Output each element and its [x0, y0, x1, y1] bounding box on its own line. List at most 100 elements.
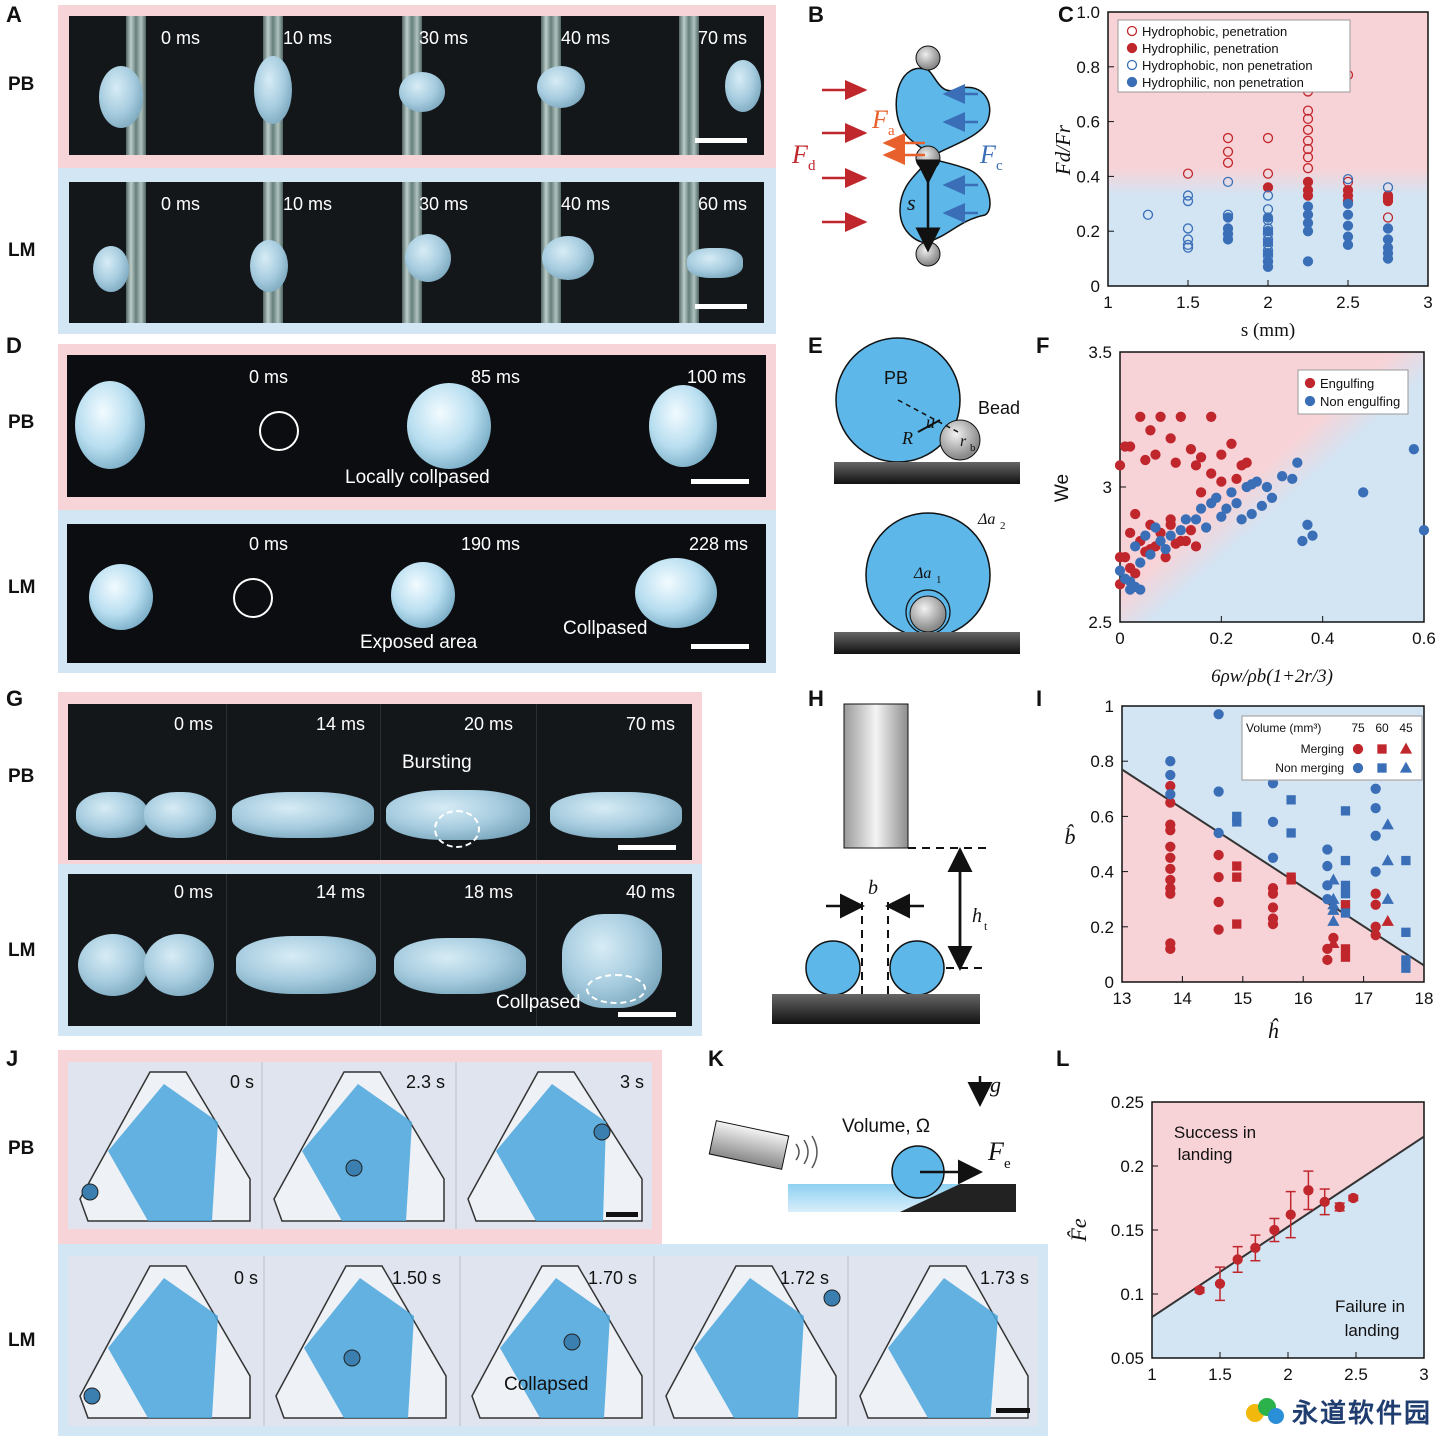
data-point [1222, 132, 1234, 144]
data-point [1182, 190, 1194, 201]
legend-label: Non engulfing [1320, 394, 1400, 409]
panel-letter-j: J [6, 1046, 19, 1071]
channel-frame [459, 1256, 643, 1426]
acoustic-emitter [708, 1120, 790, 1170]
data-point [1155, 411, 1166, 422]
y-tick-label: 0.4 [1076, 167, 1100, 186]
data-point [1262, 182, 1274, 193]
data-point [1182, 223, 1194, 234]
legend-volume: 60 [1375, 721, 1389, 735]
data-point [1302, 105, 1314, 116]
timestamp: 0 ms [161, 194, 201, 214]
droplet [550, 792, 682, 838]
data-point [1241, 457, 1252, 468]
droplet [254, 56, 292, 124]
legend-marker [1126, 59, 1138, 71]
data-point [1119, 552, 1131, 563]
droplet [725, 60, 761, 112]
data-point [1182, 242, 1194, 253]
timestamp: 2.3 s [406, 1072, 446, 1092]
droplet [563, 1333, 581, 1351]
data-point [1135, 557, 1146, 568]
panel-letter-k: K [708, 1046, 724, 1071]
timestamp: 70 ms [626, 714, 676, 734]
blue-liquid [496, 1084, 606, 1221]
data-point [1262, 190, 1274, 201]
channel-frame [455, 1062, 643, 1229]
data-point [1251, 476, 1262, 487]
droplet [394, 938, 526, 994]
data-point [1358, 487, 1369, 498]
data-point [1213, 849, 1224, 861]
droplet [391, 562, 455, 628]
post [126, 182, 146, 323]
legend: Engulfing Non engulfing [1297, 369, 1409, 415]
data-point [1267, 902, 1279, 913]
y-tick-label: 0.25 [1111, 1093, 1144, 1112]
data-point [1182, 234, 1194, 245]
data-point [1340, 952, 1351, 962]
data-point [1190, 460, 1202, 471]
data-point [1155, 535, 1166, 547]
row-label-a-pb: PB [8, 74, 35, 95]
legend-marker [1352, 743, 1364, 755]
annotation-failure: Failure in [1335, 1297, 1405, 1316]
data-point [1370, 929, 1381, 941]
channel-images [79, 1062, 643, 1229]
label-da1-sub: 1 [936, 574, 942, 586]
legend-marker [1304, 395, 1316, 407]
data-point [1165, 863, 1176, 874]
scale-bar [691, 644, 749, 649]
data-point [1262, 212, 1274, 223]
blue-liquid [108, 1278, 218, 1418]
y-tick-label: 0.4 [1090, 863, 1114, 882]
data-point [1340, 855, 1351, 866]
data-point [1114, 565, 1126, 576]
data-point [1276, 471, 1288, 482]
data-point [1302, 143, 1314, 155]
label-rb: r [960, 433, 967, 450]
y-tick-label: 0.05 [1111, 1349, 1144, 1368]
panel-letter-a: A [6, 2, 22, 27]
blue-liquid [108, 1084, 218, 1221]
data-point [1206, 468, 1217, 479]
droplet-right [889, 940, 945, 996]
data-point [1382, 212, 1394, 223]
label-da2-sub: 2 [1000, 520, 1006, 532]
data-point [1135, 411, 1146, 422]
data-point [1302, 135, 1314, 146]
photo-strip-a-pb: 0 ms 10 ms 30 ms 40 ms 70 ms [69, 16, 764, 155]
bead [939, 419, 981, 461]
data-point [1200, 522, 1212, 533]
data-point [1170, 538, 1181, 549]
data-point [1216, 449, 1227, 460]
y-tick-label: 1 [1105, 697, 1114, 716]
data-point [1124, 576, 1136, 587]
data-point [1194, 1285, 1205, 1296]
label-u: u [926, 412, 935, 432]
data-point [1216, 476, 1227, 487]
x-tick-label: 1.5 [1208, 1365, 1232, 1384]
data-point [1185, 525, 1197, 536]
data-point [1232, 919, 1242, 929]
data-point [1370, 830, 1381, 841]
droplet [76, 792, 148, 838]
label-fa: F [871, 105, 889, 134]
y-tick-label: 0.2 [1120, 1157, 1144, 1176]
data-point [1216, 511, 1227, 522]
data-point [1340, 944, 1351, 954]
plot-area-bottom [1122, 769, 1424, 982]
data-point [1213, 786, 1224, 797]
data-point [1222, 176, 1234, 188]
data-point [1214, 1278, 1226, 1289]
droplet [343, 1349, 361, 1367]
label-rb-sub: b [970, 442, 976, 454]
data-point [1190, 541, 1202, 552]
timestamp: 20 ms [464, 714, 514, 734]
data-point [1124, 527, 1136, 539]
data-point [1130, 568, 1141, 579]
substrate [834, 462, 1020, 484]
data-point [1150, 522, 1161, 533]
data-point [1130, 541, 1141, 552]
droplet [78, 934, 148, 996]
